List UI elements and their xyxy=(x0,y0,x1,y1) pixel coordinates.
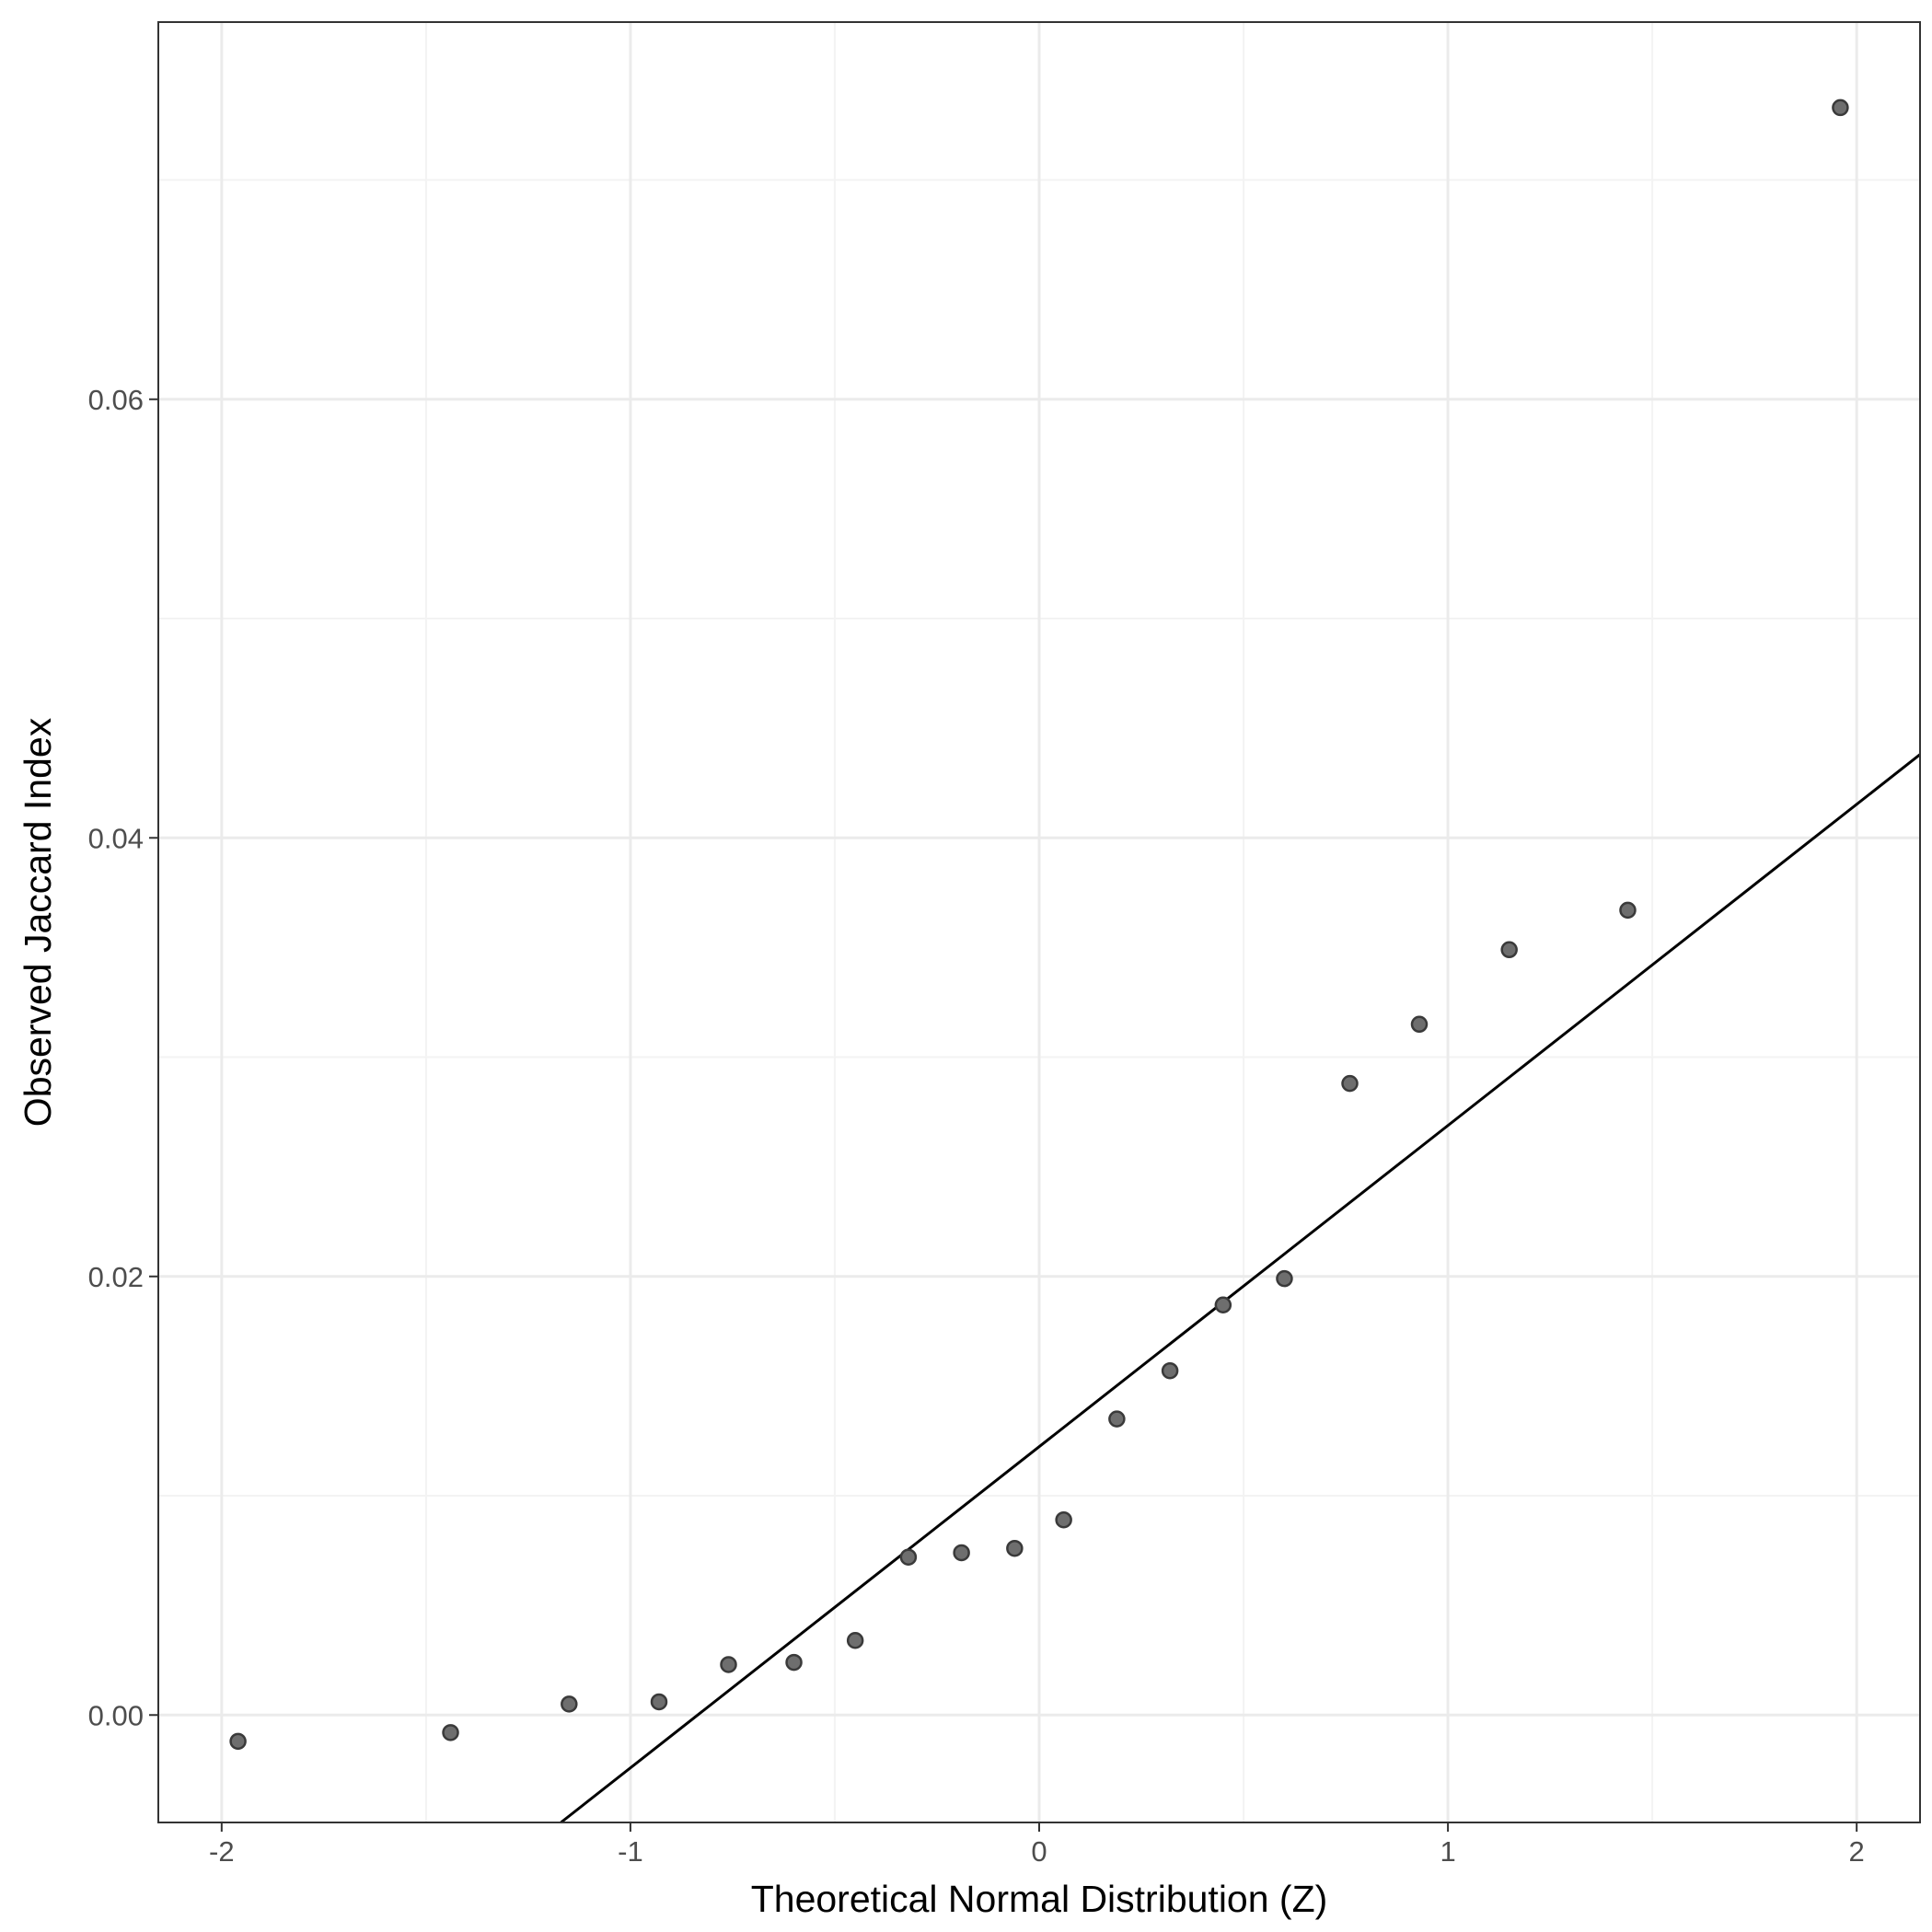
data-point xyxy=(846,1632,864,1649)
data-point xyxy=(1410,1015,1429,1034)
data-point xyxy=(229,1732,247,1751)
qq-reference-line xyxy=(560,753,1921,1824)
data-point xyxy=(561,1695,578,1713)
data-point xyxy=(650,1693,668,1711)
data-point xyxy=(1108,1410,1126,1428)
y-tick-label: 0.02 xyxy=(88,1261,144,1293)
x-tick-label: 2 xyxy=(1849,1835,1865,1868)
data-point xyxy=(953,1544,970,1562)
reference-line-layer xyxy=(560,753,1921,1824)
x-tick-label: 1 xyxy=(1440,1835,1455,1868)
y-axis: 0.00 0.02 0.04 0.06 xyxy=(88,384,158,1731)
data-point xyxy=(720,1656,737,1673)
major-gridlines xyxy=(158,22,1920,1822)
data-point xyxy=(1619,901,1637,920)
data-point xyxy=(1341,1074,1359,1093)
y-tick-label: 0.04 xyxy=(88,822,144,854)
data-point xyxy=(785,1653,803,1672)
data-point xyxy=(442,1724,459,1741)
x-axis-title: Theoretical Normal Distribution (Z) xyxy=(751,1878,1328,1920)
x-tick-label: -2 xyxy=(209,1835,235,1868)
data-point xyxy=(899,1548,918,1566)
y-tick-label: 0.06 xyxy=(88,384,144,416)
data-point xyxy=(1832,98,1849,117)
data-point xyxy=(1006,1539,1024,1557)
data-points-layer xyxy=(229,98,1849,1751)
y-tick-label: 0.00 xyxy=(88,1699,144,1731)
data-point xyxy=(1055,1510,1072,1529)
data-point xyxy=(1161,1361,1179,1380)
x-tick-label: -1 xyxy=(618,1835,643,1868)
data-point xyxy=(1276,1269,1293,1288)
data-point xyxy=(1214,1296,1232,1313)
x-tick-label: 0 xyxy=(1031,1835,1047,1868)
x-axis: -2 -1 0 1 2 xyxy=(209,1822,1865,1868)
data-point xyxy=(1500,941,1518,959)
y-axis-title: Observed Jaccard Index xyxy=(17,717,59,1127)
